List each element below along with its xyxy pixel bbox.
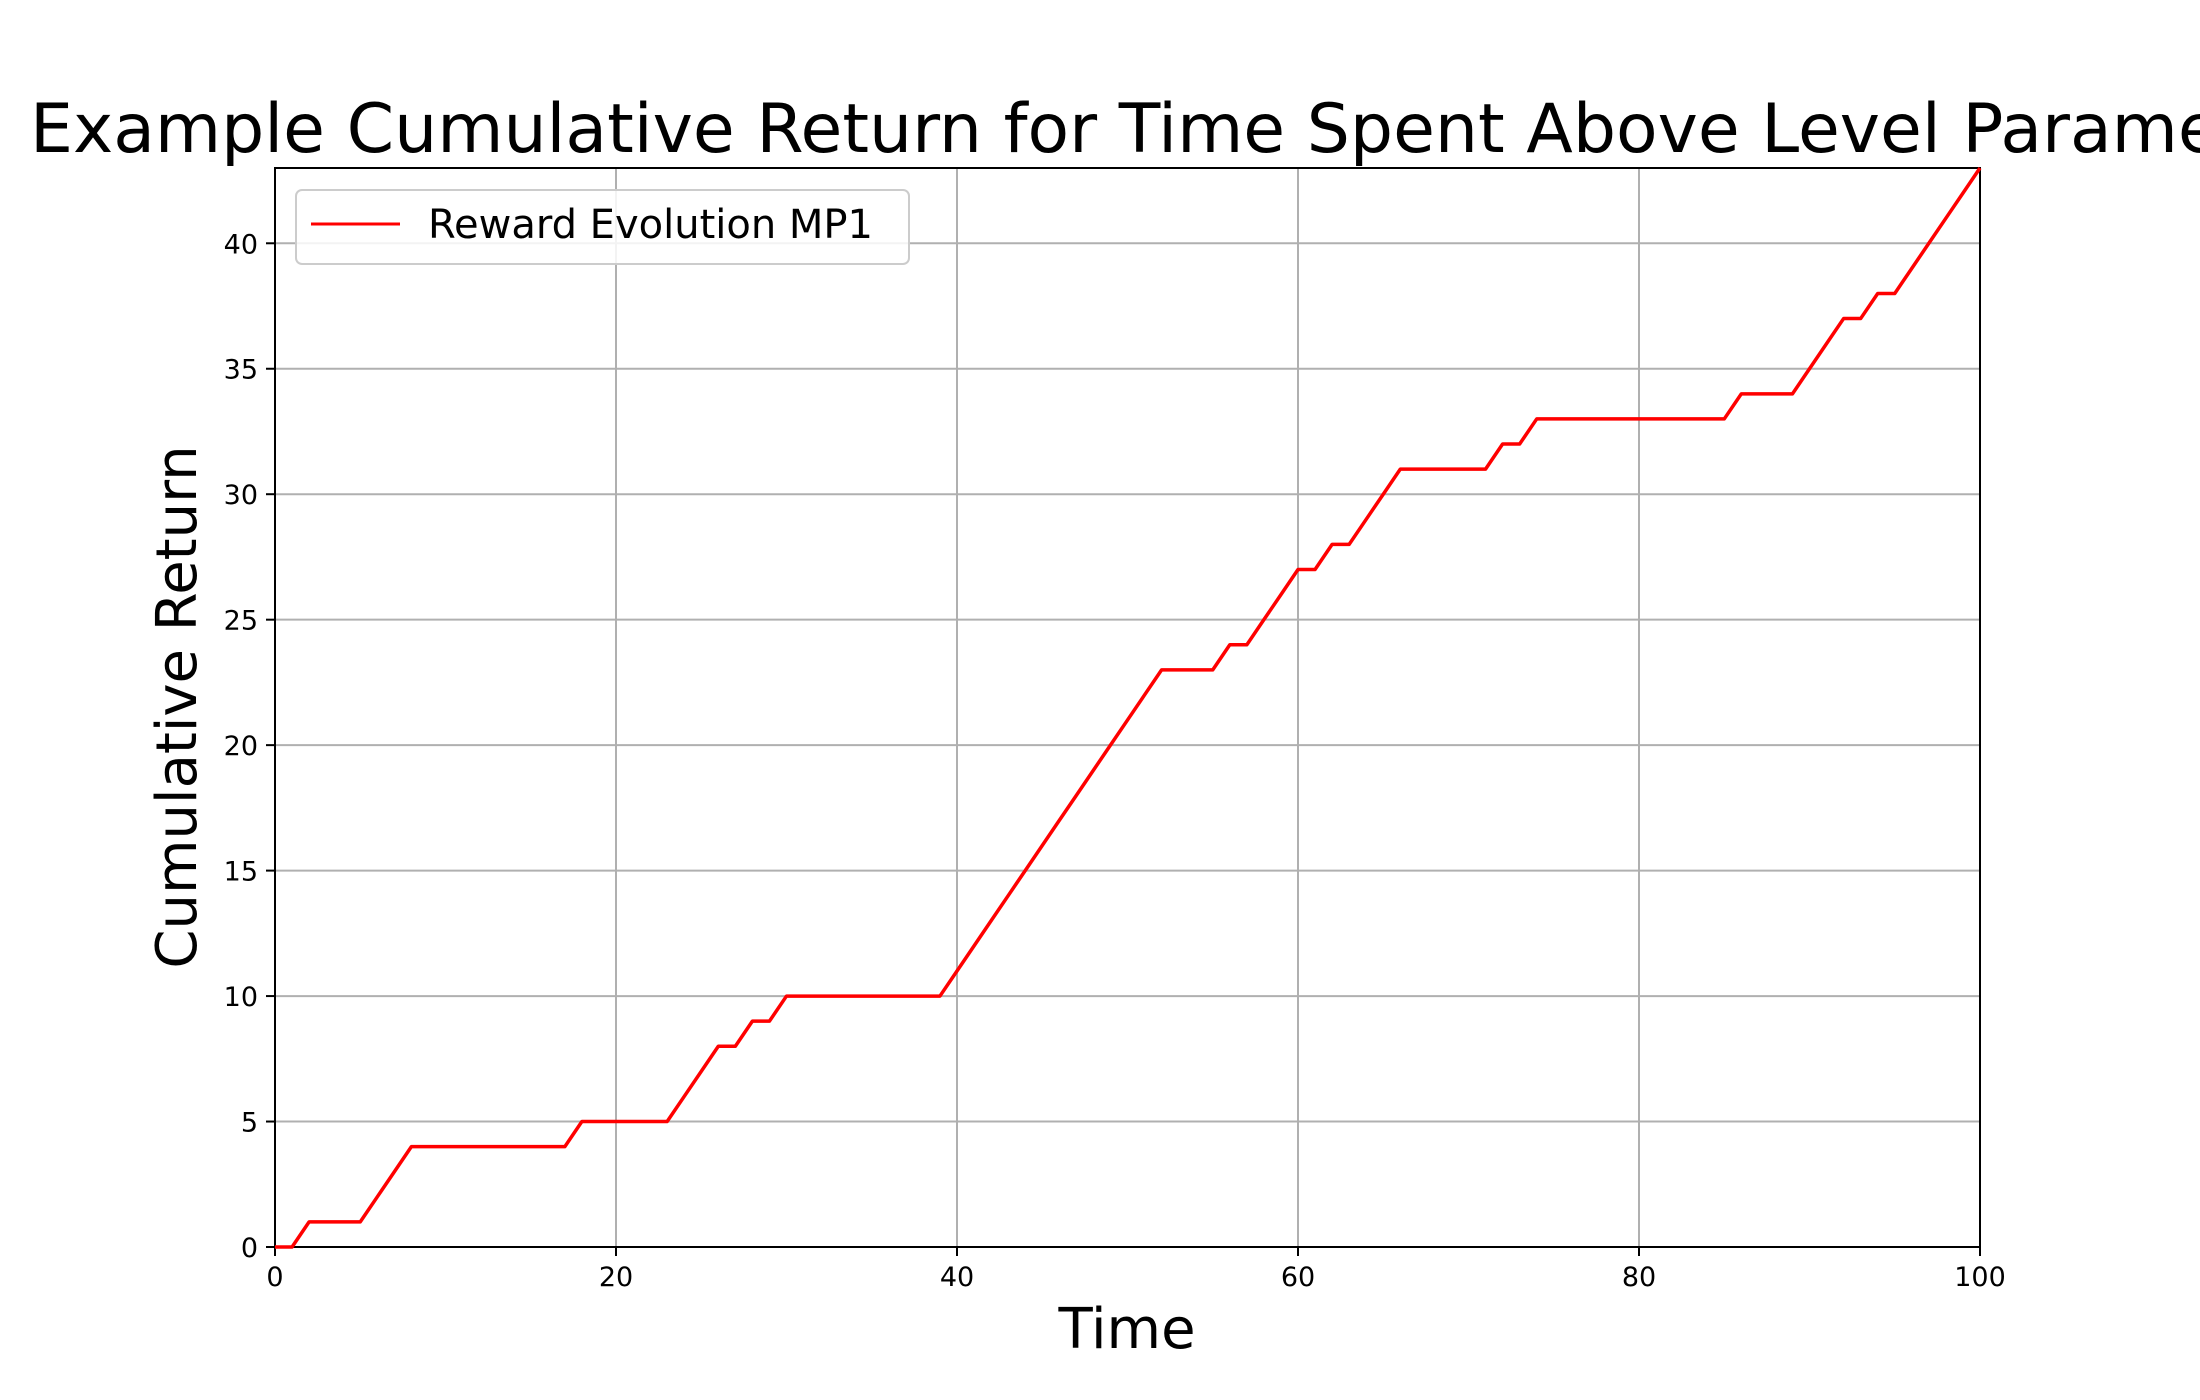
y-tick-label: 40 (224, 229, 258, 260)
x-tick-label: 40 (940, 1262, 974, 1293)
y-tick-label: 5 (241, 1108, 258, 1139)
x-tick-label: 20 (599, 1262, 633, 1293)
y-tick-label: 35 (224, 355, 258, 386)
series-line-0 (275, 167, 1982, 1249)
plot-frame (274, 167, 1981, 1248)
x-tick-label: 100 (1954, 1262, 2006, 1293)
chart-title: Example Cumulative Return for Time Spent… (30, 90, 2200, 169)
grid (274, 168, 1981, 1248)
y-axis-label: Cumulative Return (145, 445, 210, 968)
y-tick-label: 25 (224, 606, 258, 637)
y-tick-label: 20 (224, 731, 258, 762)
x-tick-label: 0 (266, 1262, 283, 1293)
legend-label: Reward Evolution MP1 (428, 202, 873, 248)
ticks: 0 20 40 60 80 100 0 5 10 15 20 25 30 35 40 (224, 229, 2006, 1293)
x-tick-label: 60 (1281, 1262, 1315, 1293)
legend: Reward Evolution MP1 (295, 189, 910, 265)
x-tick-label: 80 (1622, 1262, 1656, 1293)
y-tick-label: 30 (224, 480, 258, 511)
y-tick-label: 0 (241, 1233, 258, 1264)
series (275, 167, 1982, 1249)
y-tick-label: 15 (224, 857, 258, 888)
x-axis-label: Time (1057, 1297, 1195, 1362)
y-tick-label: 10 (224, 982, 258, 1013)
legend-box (295, 189, 910, 265)
